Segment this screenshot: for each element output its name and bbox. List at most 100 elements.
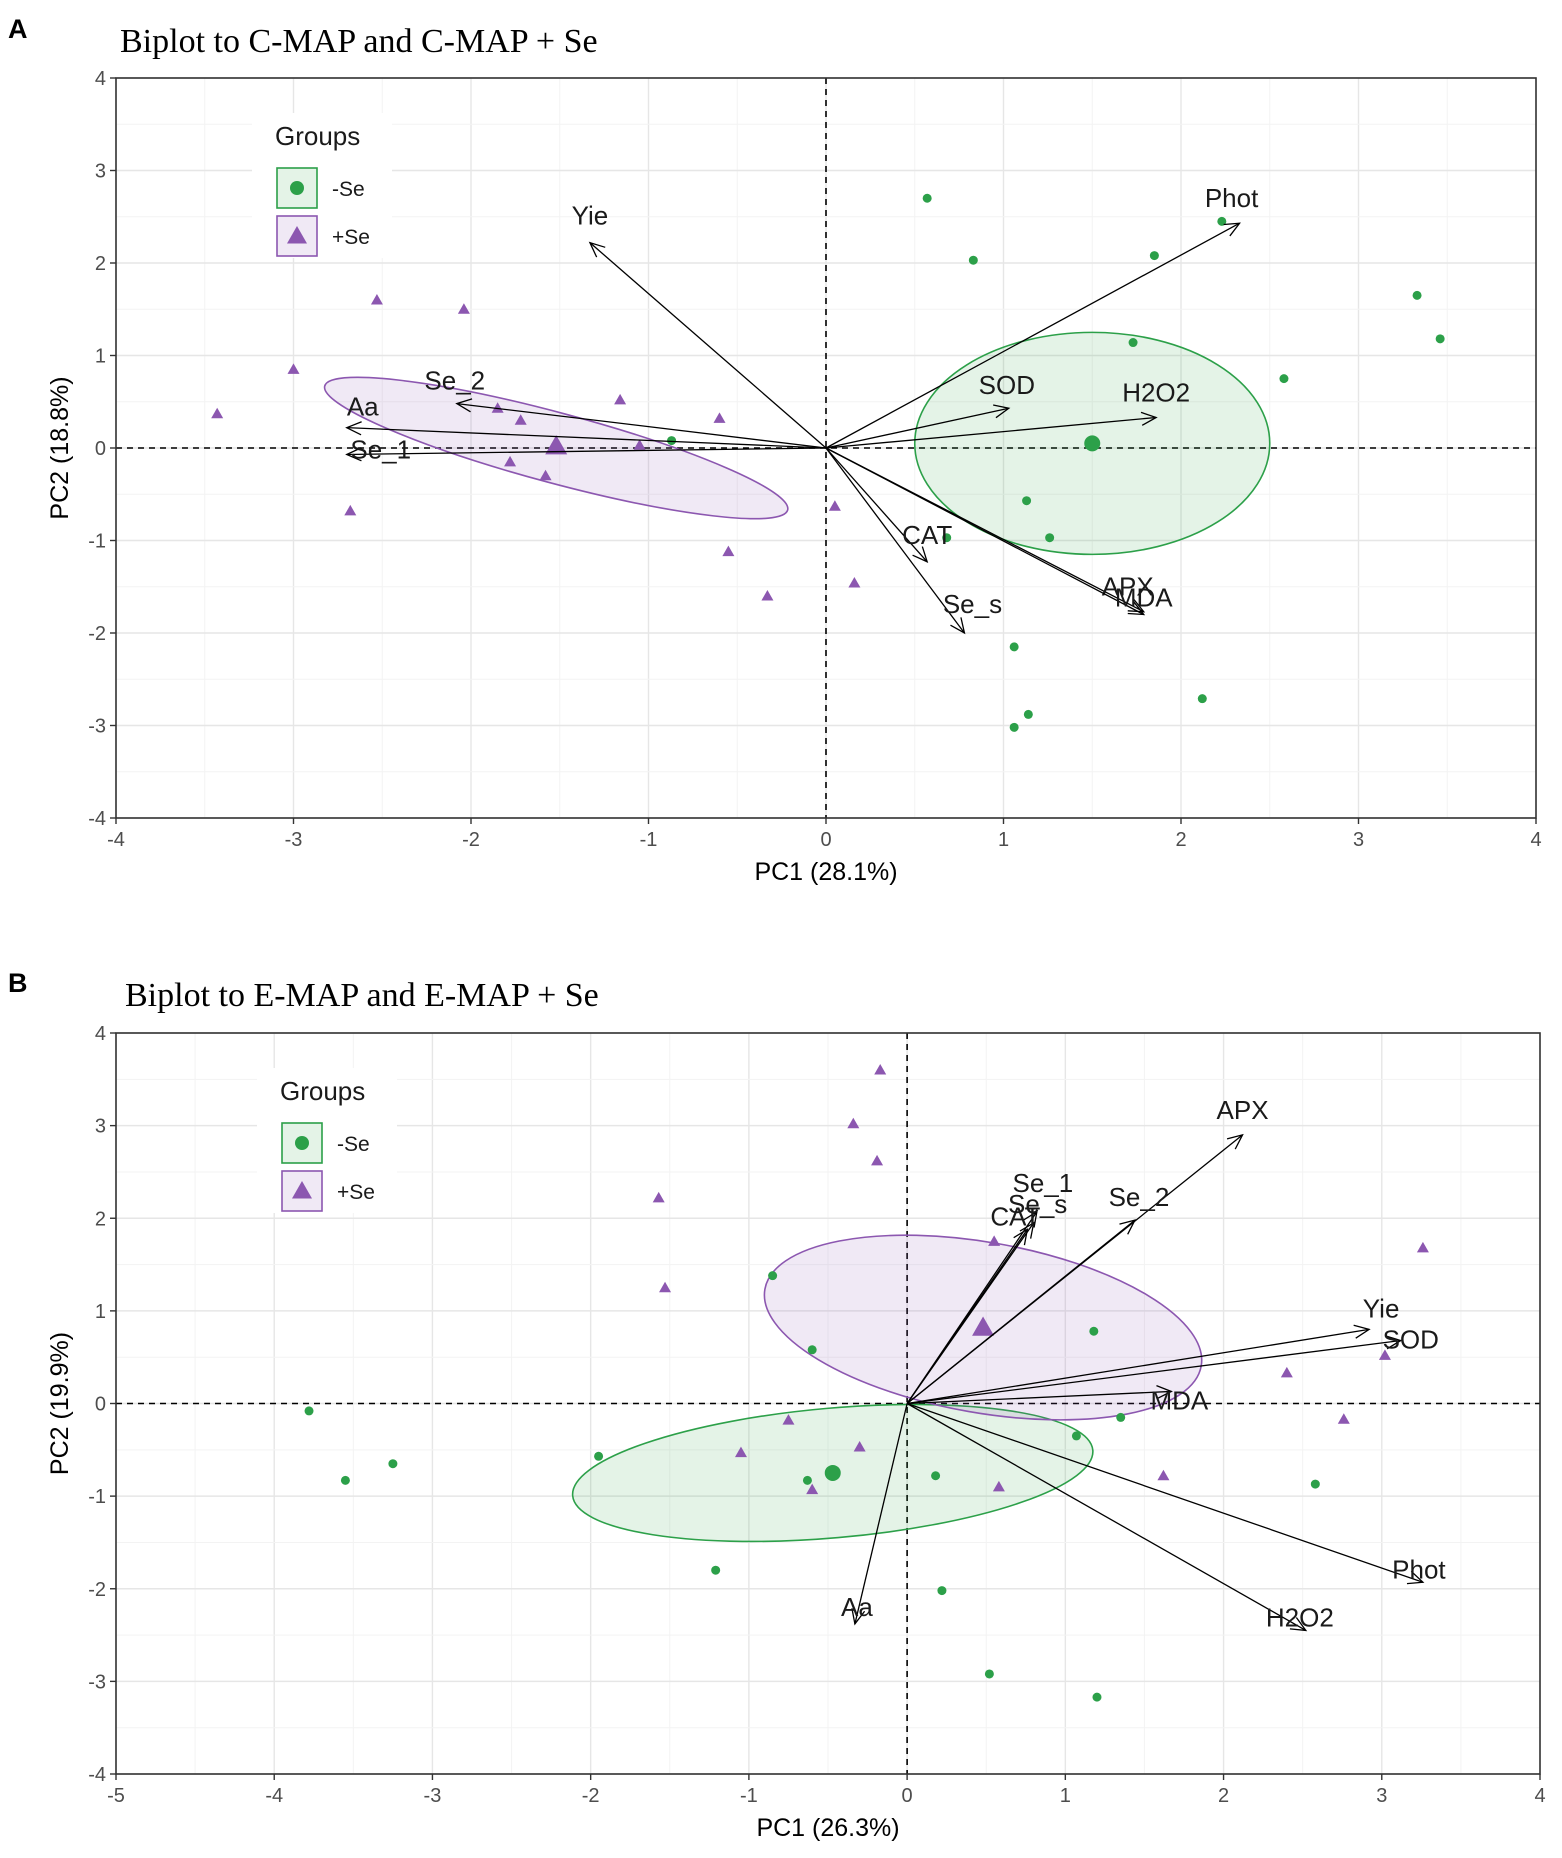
arrow-label: Aa xyxy=(347,392,379,422)
data-point xyxy=(304,1406,314,1416)
arrow-head xyxy=(1022,1210,1038,1228)
loading-arrow-yie: Yie xyxy=(907,1293,1399,1405)
y-tick-label: 4 xyxy=(95,1023,106,1045)
arrow-label: Phot xyxy=(1205,183,1259,213)
arrow-head xyxy=(1140,411,1158,426)
arrow-head xyxy=(912,546,929,563)
arrow-head xyxy=(1353,1324,1371,1339)
data-point xyxy=(287,363,300,374)
data-point xyxy=(768,1271,778,1281)
loading-arrow-cat: CAT xyxy=(825,447,952,563)
data-point xyxy=(1217,216,1227,226)
data-point xyxy=(659,1281,672,1293)
x-tick-label: -3 xyxy=(424,1785,442,1807)
y-tick-label: 0 xyxy=(95,438,106,460)
data-point xyxy=(388,1459,398,1469)
data-point xyxy=(633,439,646,450)
data-point xyxy=(871,1154,884,1166)
x-tick-label: 4 xyxy=(1530,829,1541,851)
data-point xyxy=(984,1669,994,1679)
arrow-label: MDA xyxy=(1150,1385,1208,1415)
x-axis-title: PC1 (26.3%) xyxy=(756,1814,899,1842)
arrow-shaft xyxy=(346,447,827,456)
data-point xyxy=(1280,1366,1293,1378)
y-tick-label: 2 xyxy=(95,253,106,275)
arrow-head xyxy=(455,398,473,413)
centroid-point xyxy=(1084,435,1101,452)
panel-b: B Biplot to E-MAP and E-MAP + SeAPXSe_1Se… xyxy=(8,968,1546,1842)
arrow-shaft xyxy=(346,427,827,449)
x-tick-label: 4 xyxy=(1534,1785,1545,1807)
data-point xyxy=(931,1471,941,1481)
arrow-head xyxy=(1406,1570,1425,1585)
x-tick-label: -3 xyxy=(285,829,303,851)
arrow-label: SOD xyxy=(979,370,1035,400)
data-point xyxy=(539,469,552,481)
arrow-shaft xyxy=(825,447,1145,616)
arrow-head xyxy=(851,1608,866,1626)
x-axis-title: PC1 (28.1%) xyxy=(754,858,897,886)
legend-title: Groups xyxy=(275,121,360,151)
data-point xyxy=(874,1064,887,1075)
data-point xyxy=(722,545,735,557)
series-minus-se xyxy=(667,193,1445,732)
legend-background xyxy=(252,113,392,258)
arrow-shaft xyxy=(906,1402,1307,1631)
y-tick-label: -1 xyxy=(88,1486,106,1508)
data-point xyxy=(968,255,978,265)
data-point xyxy=(340,1475,350,1485)
y-tick-label: -2 xyxy=(88,1579,106,1601)
loading-arrow-se-1: Se_1 xyxy=(345,434,827,464)
y-axis-title: PC2 (18.8%) xyxy=(46,376,74,519)
data-point xyxy=(806,1483,819,1495)
y-tick-label: -1 xyxy=(88,531,106,553)
loading-arrow-phot: Phot xyxy=(906,1402,1446,1585)
arrow-label: SOD xyxy=(1383,1325,1439,1355)
y-tick-label: 2 xyxy=(95,1208,106,1230)
panel-letter: B xyxy=(8,968,28,998)
arrow-shaft xyxy=(825,447,928,563)
data-point xyxy=(1157,1469,1170,1481)
data-point xyxy=(1310,1479,1320,1489)
data-point xyxy=(711,1565,721,1575)
loading-arrow-se-2: Se_2 xyxy=(906,1182,1169,1405)
data-point xyxy=(370,294,383,305)
y-tick-label: 4 xyxy=(95,68,106,90)
arrow-head xyxy=(950,617,966,635)
data-point xyxy=(1149,251,1159,261)
arrow-label: H2O2 xyxy=(1266,1602,1334,1632)
data-point xyxy=(1045,533,1055,543)
x-tick-label: 1 xyxy=(1060,1785,1071,1807)
arrow-head xyxy=(1385,1335,1403,1350)
y-tick-label: -4 xyxy=(88,808,106,830)
legend-entry: -Se xyxy=(276,167,365,209)
chart-title: Biplot to C-MAP and C-MAP + Se xyxy=(120,23,598,60)
data-point xyxy=(1071,1431,1081,1441)
data-point xyxy=(594,1451,604,1461)
data-point xyxy=(652,1191,665,1203)
arrow-head xyxy=(1119,1219,1137,1235)
data-point xyxy=(937,1586,947,1596)
x-tick-label: 2 xyxy=(1175,829,1186,851)
arrow-label: MDA xyxy=(1115,583,1173,613)
x-tick-label: 0 xyxy=(902,1785,913,1807)
arrow-label: Se_s xyxy=(943,589,1002,619)
loading-arrow-sod: SOD xyxy=(907,1325,1439,1405)
legend-label: -Se xyxy=(332,178,365,201)
panel-a: A Biplot to C-MAP and C-MAP + Se Yie Phot SO… xyxy=(8,14,1542,886)
data-point xyxy=(1337,1413,1350,1424)
arrow-shaft xyxy=(825,407,1009,449)
loading-arrow-mda: MDA xyxy=(907,1385,1209,1415)
legend-entry: +Se xyxy=(281,1170,375,1212)
loading-arrow-h2o2: H2O2 xyxy=(906,1402,1334,1632)
arrow-label: CAT xyxy=(902,520,952,550)
y-tick-label: -4 xyxy=(88,1764,106,1786)
data-point xyxy=(504,455,517,467)
data-point xyxy=(1378,1349,1391,1360)
data-point xyxy=(1092,1692,1102,1702)
y-tick-label: 1 xyxy=(95,346,106,368)
loading-arrow-se-2: Se_2 xyxy=(424,366,827,449)
